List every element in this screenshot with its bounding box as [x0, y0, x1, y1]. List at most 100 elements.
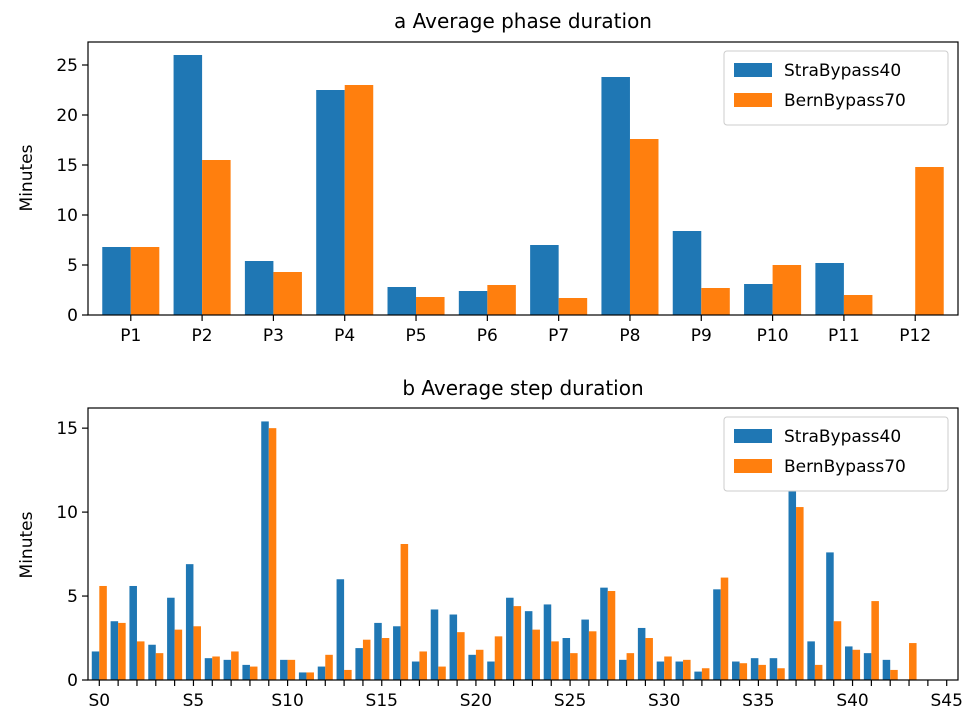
b-bar-BernBypass70-S25 [570, 653, 578, 680]
b-bar-BernBypass70-S32 [701, 668, 710, 680]
a-bar-BernBypass70-P11 [843, 295, 873, 315]
b-bar-StraBypass40-S0 [91, 651, 100, 680]
b-bar-BernBypass70-S9 [268, 428, 277, 680]
b-bar-StraBypass40-S8 [242, 664, 250, 680]
b-bar-StraBypass40-S12 [317, 666, 326, 680]
a-bar-BernBypass70-P2 [202, 160, 231, 315]
b-bar-StraBypass40-S4 [167, 597, 175, 680]
b-bar-StraBypass40-S23 [524, 611, 533, 680]
b-bar-BernBypass70-S3 [155, 653, 164, 680]
b-bar-BernBypass70-S12 [325, 654, 333, 680]
b-bar-BernBypass70-S23 [532, 629, 540, 680]
b-bar-StraBypass40-S39 [826, 552, 834, 680]
b-ytick-label-0: 0 [67, 671, 78, 691]
b-legend-frame [723, 416, 949, 492]
b-xtick-label-S25: S25 [554, 691, 586, 711]
b-bar-StraBypass40-S3 [148, 644, 156, 680]
b-bar-BernBypass70-S1 [118, 622, 126, 680]
b-bar-BernBypass70-S35 [758, 664, 766, 680]
a-bar-StraBypass40-P8 [601, 77, 630, 315]
b-bar-StraBypass40-S13 [336, 579, 345, 680]
b-bar-StraBypass40-S41 [863, 653, 872, 680]
a-xtick-label-P6: P6 [477, 326, 498, 346]
b-bar-BernBypass70-S10 [287, 659, 296, 680]
b-bar-StraBypass40-S22 [506, 597, 514, 680]
a-legend-label-BernBypass70: BernBypass70 [784, 91, 906, 111]
a-xtick-label-P10: P10 [757, 326, 789, 346]
a-bar-BernBypass70-P3 [273, 272, 302, 315]
b-bar-BernBypass70-S16 [400, 544, 409, 680]
b-bar-BernBypass70-S42 [890, 669, 898, 680]
a-ytick-label-25: 25 [56, 56, 78, 76]
b-bar-StraBypass40-S14 [355, 648, 363, 680]
b-bar-StraBypass40-S38 [807, 641, 815, 680]
b-bar-StraBypass40-S29 [637, 627, 646, 680]
b-xtick-label-S35: S35 [742, 691, 774, 711]
a-bar-StraBypass40-P2 [173, 55, 203, 315]
a-bar-BernBypass70-P7 [558, 298, 588, 315]
b-bar-BernBypass70-S11 [306, 672, 314, 680]
b-bar-BernBypass70-S17 [419, 651, 427, 680]
b-bar-StraBypass40-S16 [393, 626, 401, 680]
b-bar-StraBypass40-S20 [468, 654, 476, 680]
b-bar-BernBypass70-S30 [664, 656, 672, 680]
b-bar-StraBypass40-S6 [204, 658, 213, 680]
a-ytick-label-20: 20 [56, 106, 78, 126]
b-bar-BernBypass70-S7 [231, 651, 239, 680]
b-bar-BernBypass70-S21 [494, 636, 503, 680]
b-xtick-label-S10: S10 [271, 691, 303, 711]
panel-a-legend: StraBypass40 BernBypass70 [723, 50, 949, 126]
b-ytick-label-10: 10 [56, 503, 78, 523]
a-xtick-label-P8: P8 [619, 326, 640, 346]
panel-a-bars [102, 55, 944, 315]
a-xtick-label-P7: P7 [548, 326, 569, 346]
b-bar-StraBypass40-S15 [374, 622, 382, 680]
b-bar-BernBypass70-S40 [852, 649, 861, 680]
b-bar-StraBypass40-S34 [732, 661, 740, 680]
a-xtick-label-P11: P11 [828, 326, 860, 346]
a-xtick-label-P12: P12 [899, 326, 931, 346]
a-xtick-label-P5: P5 [405, 326, 426, 346]
b-bar-BernBypass70-S27 [607, 591, 616, 680]
b-bar-StraBypass40-S17 [411, 661, 420, 680]
panel-b-legend: StraBypass40 BernBypass70 [723, 416, 949, 492]
b-bar-BernBypass70-S20 [475, 649, 484, 680]
panel-a-phase-duration: a Average phase duration Minutes 0 5 10 15 2… [17, 9, 959, 346]
a-xtick-label-P4: P4 [334, 326, 355, 346]
panel-b-ylabel: Minutes [17, 511, 37, 578]
panel-b-plot-frame [87, 407, 959, 681]
b-bar-BernBypass70-S13 [344, 669, 352, 680]
a-bar-StraBypass40-P11 [815, 263, 844, 315]
panel-a-x-axis: P1 P2 P3 P4 P5 P6 P7 P8 P9 P10 P11 P12 [120, 315, 931, 346]
b-bar-BernBypass70-S8 [249, 666, 258, 680]
b-bar-BernBypass70-S38 [814, 664, 823, 680]
b-bar-BernBypass70-S24 [551, 641, 559, 680]
a-legend-frame [723, 50, 949, 126]
a-bar-BernBypass70-P8 [629, 139, 659, 315]
b-bar-StraBypass40-S7 [223, 659, 232, 680]
a-bar-StraBypass40-P9 [672, 231, 702, 315]
a-xtick-label-P2: P2 [192, 326, 213, 346]
b-bar-StraBypass40-S21 [487, 661, 495, 680]
b-bar-StraBypass40-S27 [600, 587, 608, 680]
a-bar-BernBypass70-P12 [915, 167, 944, 315]
b-bar-StraBypass40-S25 [562, 638, 571, 680]
panel-b-x-axis: S0 S5 S10 S15 S20 S25 S30 S35 S40 S45 [88, 680, 963, 711]
b-bar-BernBypass70-S34 [739, 663, 748, 680]
panel-b-title: b Average step duration [402, 376, 643, 400]
b-bar-StraBypass40-S30 [656, 661, 665, 680]
panel-a-title: a Average phase duration [394, 9, 652, 33]
b-bar-StraBypass40-S10 [280, 659, 288, 680]
a-bar-StraBypass40-P1 [102, 247, 131, 315]
b-bar-BernBypass70-S6 [212, 656, 220, 680]
b-bar-StraBypass40-S2 [129, 585, 137, 680]
b-bar-BernBypass70-S5 [193, 626, 201, 680]
a-ytick-label-10: 10 [56, 206, 78, 226]
panel-a-plot-frame [87, 41, 959, 316]
b-xtick-label-S15: S15 [366, 691, 398, 711]
b-bar-StraBypass40-S36 [769, 658, 778, 680]
panel-b-step-duration: b Average step duration Minutes 0 5 10 15 S… [17, 376, 963, 711]
b-bar-StraBypass40-S42 [882, 659, 891, 680]
b-bar-StraBypass40-S11 [298, 672, 307, 680]
